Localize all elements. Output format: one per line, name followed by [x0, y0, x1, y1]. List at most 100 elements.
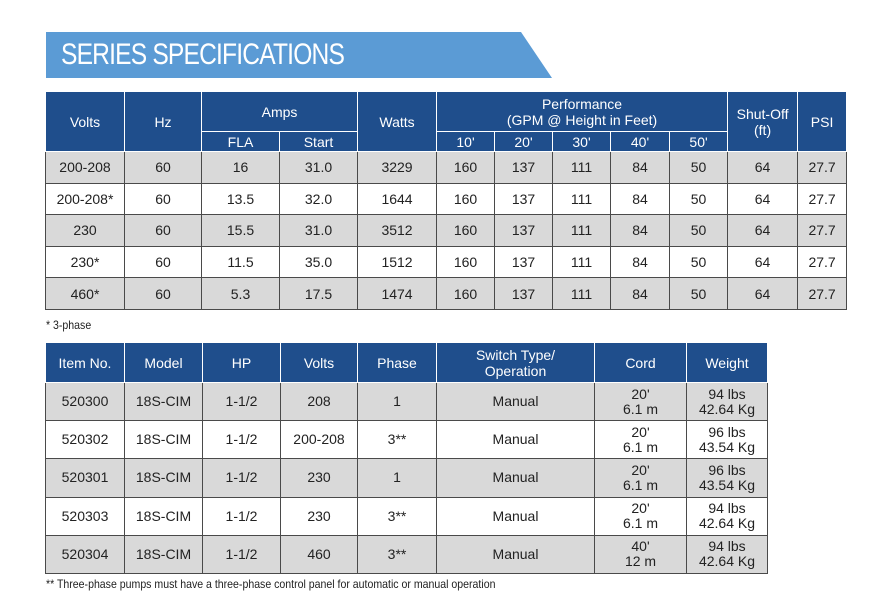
- header-height-20: 20': [494, 131, 554, 152]
- cell-volts: 460: [280, 534, 358, 574]
- three-phase-footnote: * 3-phase: [46, 318, 92, 332]
- cell-gpm-40: 84: [610, 214, 671, 247]
- header-phase: Phase: [357, 342, 437, 383]
- cell-gpm-10: 160: [436, 151, 496, 184]
- cell-hp: 1-1/2: [202, 534, 281, 574]
- header-item-no: Item No.: [45, 342, 125, 383]
- cell-cord: 20' 6.1 m: [594, 420, 687, 460]
- cell-cord-line2: 6.1 m: [622, 476, 658, 493]
- title-banner: [46, 32, 552, 78]
- header-switch-line1: Switch Type/: [475, 346, 556, 363]
- cell-cord-line2: 12 m: [624, 553, 657, 570]
- model-row: 520301 18S-CIM 1-1/2 230 1 Manual 20' 6.1 m 96 l…: [45, 458, 768, 498]
- cell-hp: 1-1/2: [202, 381, 281, 422]
- cell-fla: 11.5: [201, 245, 280, 279]
- cell-shutoff: 64: [727, 245, 799, 279]
- cell-gpm-40: 84: [610, 277, 671, 310]
- cell-volts: 200-208: [45, 151, 125, 184]
- cell-gpm-30: 111: [552, 245, 612, 279]
- header-model-volts: Volts: [280, 342, 358, 383]
- cell-cord-line2: 6.1 m: [622, 438, 658, 455]
- cell-weight-line2: 42.64 Kg: [698, 400, 756, 417]
- header-height-30: 30': [552, 131, 612, 152]
- spec-row: 460* 60 5.3 17.5 1474 160 137 111 84 50 64 27.7: [45, 277, 848, 310]
- cell-weight-line2: 42.64 Kg: [698, 515, 756, 532]
- cell-gpm-50: 50: [669, 182, 729, 216]
- cell-watts: 3229: [357, 151, 438, 184]
- cell-cord: 20' 6.1 m: [594, 381, 687, 422]
- cell-gpm-30: 111: [552, 214, 612, 247]
- cell-phase: 3**: [357, 534, 437, 574]
- cell-cord-line1: 20': [631, 500, 650, 517]
- cell-psi: 27.7: [797, 151, 848, 184]
- cell-hz: 60: [124, 182, 202, 216]
- cell-weight-line1: 94 lbs: [708, 538, 746, 555]
- spec-row: 200-208* 60 13.5 32.0 1644 160 137 111 84 50 64 27.…: [45, 182, 848, 216]
- cell-cord: 20' 6.1 m: [594, 458, 687, 498]
- cell-gpm-20: 137: [494, 182, 554, 216]
- cell-volts: 230: [280, 496, 358, 536]
- cell-model: 18S-CIM: [124, 496, 203, 536]
- cell-cord-line1: 40': [631, 538, 650, 555]
- cell-volts: 230*: [45, 245, 125, 279]
- cell-volts: 200-208: [280, 420, 358, 460]
- cell-weight-line1: 96 lbs: [708, 461, 746, 478]
- cell-gpm-10: 160: [436, 214, 496, 247]
- cell-gpm-30: 111: [552, 151, 612, 184]
- cell-gpm-50: 50: [669, 277, 729, 310]
- cell-weight-line1: 96 lbs: [708, 423, 746, 440]
- cell-start: 31.0: [278, 214, 359, 247]
- cell-model: 18S-CIM: [124, 420, 203, 460]
- cell-cord-line1: 20': [631, 385, 650, 402]
- header-fla: FLA: [201, 131, 280, 152]
- header-height-50: 50': [669, 131, 729, 152]
- header-performance-line2: (GPM @ Height in Feet): [506, 111, 658, 128]
- cell-switch-type: Manual: [436, 496, 595, 536]
- header-watts: Watts: [357, 91, 438, 152]
- cell-item-no: 520304: [45, 534, 125, 574]
- header-height-10: 10': [436, 131, 496, 152]
- cell-gpm-20: 137: [494, 277, 554, 310]
- cell-volts: 200-208*: [45, 182, 125, 216]
- header-performance-line1: Performance: [541, 95, 623, 112]
- cell-shutoff: 64: [727, 151, 799, 184]
- cell-item-no: 520301: [45, 458, 125, 498]
- cell-weight-line2: 42.64 Kg: [698, 553, 756, 570]
- header-performance: Performance (GPM @ Height in Feet): [436, 91, 729, 132]
- cell-psi: 27.7: [797, 182, 848, 216]
- page-title: SERIES SPECIFICATIONS: [61, 38, 345, 71]
- model-row: 520300 18S-CIM 1-1/2 208 1 Manual 20' 6.1 m 94 l…: [45, 381, 768, 422]
- cell-switch-type: Manual: [436, 534, 595, 574]
- cell-psi: 27.7: [797, 245, 848, 279]
- model-row: 520302 18S-CIM 1-1/2 200-208 3** Manual 20' 6.1…: [45, 420, 768, 460]
- cell-item-no: 520302: [45, 420, 125, 460]
- header-shutoff: Shut-Off (ft): [727, 91, 799, 152]
- cell-model: 18S-CIM: [124, 381, 203, 422]
- cell-gpm-50: 50: [669, 151, 729, 184]
- cell-fla: 15.5: [201, 214, 280, 247]
- cell-gpm-10: 160: [436, 245, 496, 279]
- cell-weight: 96 lbs 43.54 Kg: [686, 420, 768, 460]
- cell-model: 18S-CIM: [124, 458, 203, 498]
- cell-shutoff: 64: [727, 214, 799, 247]
- header-shutoff-line2: (ft): [754, 121, 772, 138]
- cell-hp: 1-1/2: [202, 420, 281, 460]
- cell-weight-line1: 94 lbs: [708, 385, 746, 402]
- cell-start: 31.0: [278, 151, 359, 184]
- cell-gpm-40: 84: [610, 182, 671, 216]
- cell-volts: 208: [280, 381, 358, 422]
- series-specifications-table: Volts Hz Amps Watts Performance (GPM @ H…: [45, 91, 848, 310]
- header-hz: Hz: [124, 91, 202, 152]
- header-hp: HP: [202, 342, 281, 383]
- cell-volts: 460*: [45, 277, 125, 310]
- cell-cord-line2: 6.1 m: [622, 515, 658, 532]
- cell-hp: 1-1/2: [202, 458, 281, 498]
- cell-gpm-20: 137: [494, 151, 554, 184]
- cell-weight: 94 lbs 42.64 Kg: [686, 496, 768, 536]
- cell-hz: 60: [124, 277, 202, 310]
- cell-shutoff: 64: [727, 277, 799, 310]
- header-switch-type: Switch Type/ Operation: [436, 342, 595, 383]
- cell-hz: 60: [124, 214, 202, 247]
- cell-psi: 27.7: [797, 214, 848, 247]
- cell-gpm-20: 137: [494, 214, 554, 247]
